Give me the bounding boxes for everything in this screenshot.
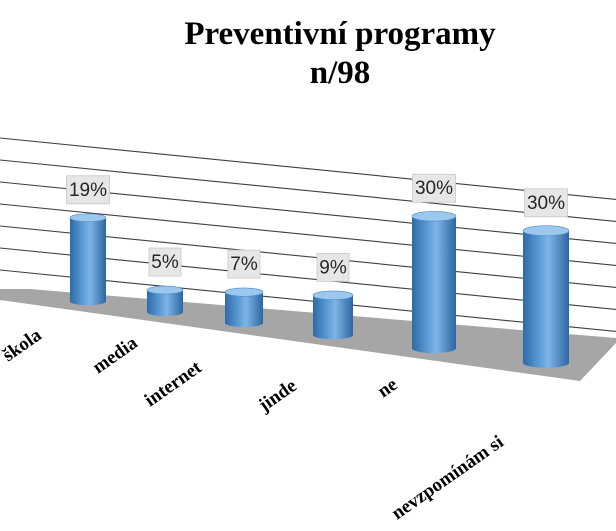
category-label: jinde (254, 375, 301, 416)
data-label: 30% (524, 188, 568, 218)
gridline (0, 159, 616, 223)
bar-body (225, 292, 263, 328)
category-label: škola (0, 324, 46, 366)
data-label: 30% (412, 173, 456, 203)
data-label-text: 5% (151, 252, 179, 273)
data-label: 19% (66, 175, 110, 205)
data-label-text: 9% (319, 257, 347, 278)
data-label: 7% (227, 249, 261, 279)
bar-body (313, 295, 353, 340)
data-label-box (148, 247, 182, 277)
gridline (0, 137, 616, 201)
category-label: ne (374, 374, 402, 402)
chart-title: Preventivní programy (184, 16, 496, 52)
data-label-box (66, 175, 110, 205)
bars (69, 211, 570, 368)
bar-top (146, 285, 184, 295)
bar-body (70, 217, 106, 306)
bar-body (412, 216, 456, 354)
data-label-box (316, 252, 350, 282)
bar (312, 290, 354, 340)
bar-body (147, 290, 183, 317)
data-label-box (412, 173, 456, 203)
data-label-box (524, 188, 568, 218)
bar-top (69, 213, 107, 223)
data-label-box (227, 249, 261, 279)
bar (224, 287, 264, 328)
bar (146, 285, 184, 317)
category-label: internet (141, 357, 206, 412)
bar-top (224, 287, 264, 297)
data-label-text: 19% (69, 180, 107, 201)
data-labels: 19% 5% 7% 9% 30% 30% (66, 173, 568, 282)
bar (69, 213, 107, 306)
data-label-text: 30% (527, 193, 565, 214)
data-label: 5% (148, 247, 182, 277)
category-label: media (89, 332, 142, 378)
bar (411, 211, 457, 354)
bar-body (523, 230, 569, 368)
bar (522, 225, 570, 368)
bar-top (312, 290, 354, 301)
bar-top (522, 225, 570, 237)
data-label-text: 7% (230, 254, 258, 275)
data-label-text: 30% (415, 178, 453, 199)
chart-subtitle: n/98 (309, 55, 371, 91)
category-label: nevzpomínám si (388, 432, 508, 525)
gridline (0, 203, 616, 267)
bar-top (411, 211, 457, 222)
data-label: 9% (316, 252, 350, 282)
